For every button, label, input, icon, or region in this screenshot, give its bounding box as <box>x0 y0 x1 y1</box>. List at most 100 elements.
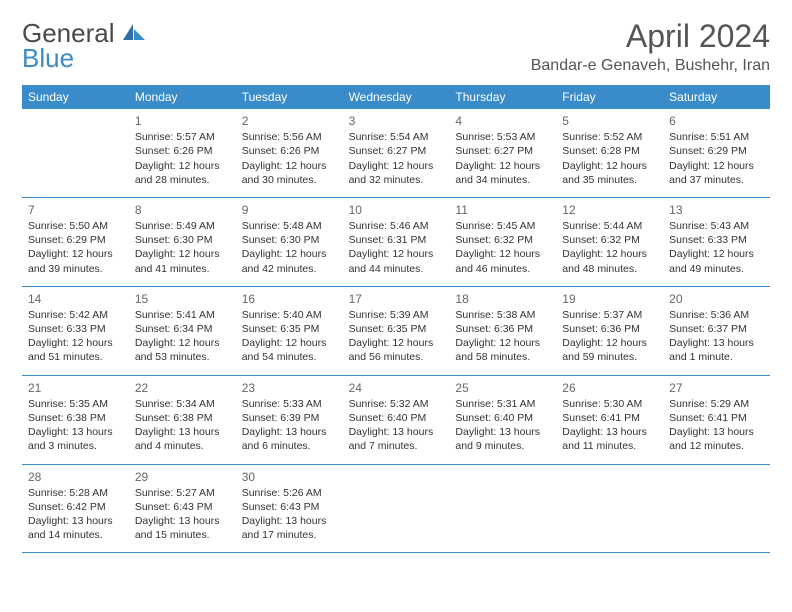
day-cell: 1Sunrise: 5:57 AMSunset: 6:26 PMDaylight… <box>129 109 236 197</box>
daylight-text: Daylight: 12 hours and 34 minutes. <box>455 159 550 187</box>
sunrise-text: Sunrise: 5:36 AM <box>669 308 764 322</box>
sunset-text: Sunset: 6:28 PM <box>562 144 657 158</box>
day-cell: 2Sunrise: 5:56 AMSunset: 6:26 PMDaylight… <box>236 109 343 197</box>
sunrise-text: Sunrise: 5:57 AM <box>135 130 230 144</box>
daylight-text: Daylight: 13 hours and 15 minutes. <box>135 514 230 542</box>
day-number: 6 <box>669 113 764 129</box>
weeks-container: 1Sunrise: 5:57 AMSunset: 6:26 PMDaylight… <box>22 109 770 553</box>
day-number: 3 <box>349 113 444 129</box>
sunrise-text: Sunrise: 5:54 AM <box>349 130 444 144</box>
day-cell: 23Sunrise: 5:33 AMSunset: 6:39 PMDayligh… <box>236 376 343 464</box>
daylight-text: Daylight: 12 hours and 54 minutes. <box>242 336 337 364</box>
day-cell <box>22 109 129 197</box>
sunset-text: Sunset: 6:36 PM <box>562 322 657 336</box>
sunrise-text: Sunrise: 5:31 AM <box>455 397 550 411</box>
sunset-text: Sunset: 6:38 PM <box>28 411 123 425</box>
sunrise-text: Sunrise: 5:51 AM <box>669 130 764 144</box>
sunset-text: Sunset: 6:41 PM <box>669 411 764 425</box>
sunrise-text: Sunrise: 5:27 AM <box>135 486 230 500</box>
sunset-text: Sunset: 6:37 PM <box>669 322 764 336</box>
month-title: April 2024 <box>531 18 770 55</box>
daylight-text: Daylight: 13 hours and 7 minutes. <box>349 425 444 453</box>
daylight-text: Daylight: 13 hours and 9 minutes. <box>455 425 550 453</box>
daylight-text: Daylight: 13 hours and 4 minutes. <box>135 425 230 453</box>
sunset-text: Sunset: 6:32 PM <box>562 233 657 247</box>
day-cell: 17Sunrise: 5:39 AMSunset: 6:35 PMDayligh… <box>343 287 450 375</box>
day-number: 5 <box>562 113 657 129</box>
daylight-text: Daylight: 13 hours and 12 minutes. <box>669 425 764 453</box>
day-cell: 21Sunrise: 5:35 AMSunset: 6:38 PMDayligh… <box>22 376 129 464</box>
brand-logo: General Blue <box>22 18 145 74</box>
day-header: Friday <box>556 85 663 109</box>
sunrise-text: Sunrise: 5:42 AM <box>28 308 123 322</box>
day-header-row: Sunday Monday Tuesday Wednesday Thursday… <box>22 85 770 109</box>
day-cell: 25Sunrise: 5:31 AMSunset: 6:40 PMDayligh… <box>449 376 556 464</box>
sunset-text: Sunset: 6:42 PM <box>28 500 123 514</box>
sunrise-text: Sunrise: 5:44 AM <box>562 219 657 233</box>
sunrise-text: Sunrise: 5:40 AM <box>242 308 337 322</box>
sunset-text: Sunset: 6:36 PM <box>455 322 550 336</box>
day-number: 7 <box>28 202 123 218</box>
sunrise-text: Sunrise: 5:53 AM <box>455 130 550 144</box>
day-cell: 30Sunrise: 5:26 AMSunset: 6:43 PMDayligh… <box>236 465 343 553</box>
daylight-text: Daylight: 12 hours and 28 minutes. <box>135 159 230 187</box>
day-cell: 22Sunrise: 5:34 AMSunset: 6:38 PMDayligh… <box>129 376 236 464</box>
day-number: 11 <box>455 202 550 218</box>
sunrise-text: Sunrise: 5:49 AM <box>135 219 230 233</box>
day-cell: 4Sunrise: 5:53 AMSunset: 6:27 PMDaylight… <box>449 109 556 197</box>
daylight-text: Daylight: 12 hours and 53 minutes. <box>135 336 230 364</box>
day-header: Sunday <box>22 85 129 109</box>
day-cell <box>556 465 663 553</box>
sunset-text: Sunset: 6:26 PM <box>135 144 230 158</box>
sunrise-text: Sunrise: 5:41 AM <box>135 308 230 322</box>
daylight-text: Daylight: 12 hours and 30 minutes. <box>242 159 337 187</box>
sunset-text: Sunset: 6:35 PM <box>349 322 444 336</box>
daylight-text: Daylight: 12 hours and 56 minutes. <box>349 336 444 364</box>
day-cell: 28Sunrise: 5:28 AMSunset: 6:42 PMDayligh… <box>22 465 129 553</box>
day-number: 4 <box>455 113 550 129</box>
daylight-text: Daylight: 12 hours and 35 minutes. <box>562 159 657 187</box>
sunrise-text: Sunrise: 5:35 AM <box>28 397 123 411</box>
day-number: 28 <box>28 469 123 485</box>
daylight-text: Daylight: 12 hours and 46 minutes. <box>455 247 550 275</box>
sunset-text: Sunset: 6:30 PM <box>242 233 337 247</box>
day-cell <box>449 465 556 553</box>
daylight-text: Daylight: 12 hours and 51 minutes. <box>28 336 123 364</box>
day-cell: 19Sunrise: 5:37 AMSunset: 6:36 PMDayligh… <box>556 287 663 375</box>
day-number: 20 <box>669 291 764 307</box>
sunset-text: Sunset: 6:32 PM <box>455 233 550 247</box>
day-number: 14 <box>28 291 123 307</box>
daylight-text: Daylight: 12 hours and 49 minutes. <box>669 247 764 275</box>
sunset-text: Sunset: 6:33 PM <box>28 322 123 336</box>
sunset-text: Sunset: 6:29 PM <box>669 144 764 158</box>
day-number: 8 <box>135 202 230 218</box>
day-cell: 11Sunrise: 5:45 AMSunset: 6:32 PMDayligh… <box>449 198 556 286</box>
daylight-text: Daylight: 13 hours and 1 minute. <box>669 336 764 364</box>
sunset-text: Sunset: 6:29 PM <box>28 233 123 247</box>
sunrise-text: Sunrise: 5:38 AM <box>455 308 550 322</box>
sunrise-text: Sunrise: 5:37 AM <box>562 308 657 322</box>
calendar: Sunday Monday Tuesday Wednesday Thursday… <box>22 85 770 553</box>
day-header: Thursday <box>449 85 556 109</box>
day-number: 19 <box>562 291 657 307</box>
day-cell: 5Sunrise: 5:52 AMSunset: 6:28 PMDaylight… <box>556 109 663 197</box>
daylight-text: Daylight: 13 hours and 17 minutes. <box>242 514 337 542</box>
sunrise-text: Sunrise: 5:39 AM <box>349 308 444 322</box>
sunrise-text: Sunrise: 5:43 AM <box>669 219 764 233</box>
week-row: 14Sunrise: 5:42 AMSunset: 6:33 PMDayligh… <box>22 287 770 376</box>
header: General Blue April 2024 Bandar-e Genaveh… <box>22 18 770 75</box>
day-number: 29 <box>135 469 230 485</box>
sunrise-text: Sunrise: 5:45 AM <box>455 219 550 233</box>
sunset-text: Sunset: 6:33 PM <box>669 233 764 247</box>
daylight-text: Daylight: 12 hours and 32 minutes. <box>349 159 444 187</box>
day-cell: 18Sunrise: 5:38 AMSunset: 6:36 PMDayligh… <box>449 287 556 375</box>
week-row: 1Sunrise: 5:57 AMSunset: 6:26 PMDaylight… <box>22 109 770 198</box>
day-number: 15 <box>135 291 230 307</box>
day-cell: 12Sunrise: 5:44 AMSunset: 6:32 PMDayligh… <box>556 198 663 286</box>
day-number: 22 <box>135 380 230 396</box>
day-number: 10 <box>349 202 444 218</box>
sunset-text: Sunset: 6:41 PM <box>562 411 657 425</box>
sunset-text: Sunset: 6:27 PM <box>455 144 550 158</box>
sunrise-text: Sunrise: 5:28 AM <box>28 486 123 500</box>
sunrise-text: Sunrise: 5:30 AM <box>562 397 657 411</box>
